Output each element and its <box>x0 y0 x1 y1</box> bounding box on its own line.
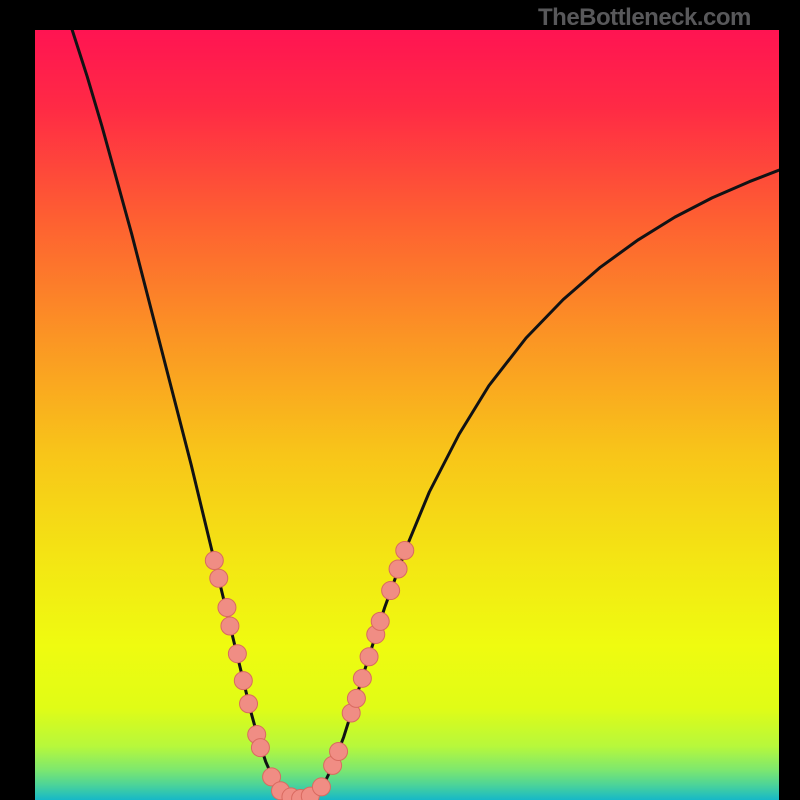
data-marker <box>234 672 252 690</box>
data-marker <box>251 739 269 757</box>
data-marker <box>396 542 414 560</box>
data-marker <box>347 689 365 707</box>
data-marker <box>312 778 330 796</box>
data-marker <box>221 617 239 635</box>
data-marker <box>382 582 400 600</box>
data-marker <box>389 560 407 578</box>
data-marker <box>371 612 389 630</box>
data-marker <box>205 552 223 570</box>
data-marker <box>240 695 258 713</box>
data-marker <box>353 669 371 687</box>
watermark-text: TheBottleneck.com <box>538 4 751 32</box>
plot-svg <box>35 30 779 800</box>
data-marker <box>330 742 348 760</box>
data-marker <box>228 645 246 663</box>
data-marker <box>210 569 228 587</box>
data-marker <box>360 648 378 666</box>
plot-background <box>35 30 779 800</box>
data-marker <box>218 599 236 617</box>
plot-area <box>35 30 779 800</box>
